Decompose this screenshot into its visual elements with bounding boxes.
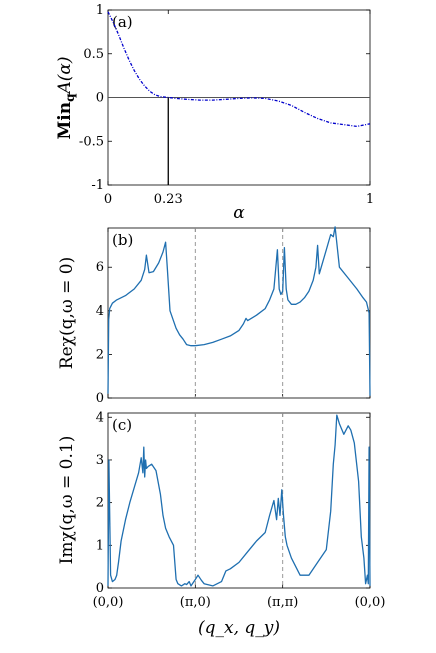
panel-a-xtick-label: 1 [366,192,374,207]
panel-a-xlabel: α [233,203,245,223]
panel-c-ylabel: Imχ(q,ω = 0.1) [57,436,77,565]
svg-text:MinqA(α): MinqA(α) [55,56,77,139]
panel-a-ylabel: MinqA(α) [55,56,77,139]
panel-a-series-line [107,11,371,128]
panel-a-xtick-label: 0 [104,192,112,207]
panel-a-xtick-label: 0.23 [154,192,183,207]
panel-c-label: (c) [112,416,132,434]
panel-c-xtick-label: (π,π) [267,595,298,610]
panel-b-label: (b) [112,231,133,249]
panel-b-ytick-label: 4 [96,304,104,319]
panel-b-ytick-label: 6 [96,260,104,275]
panel-b-frame [107,227,371,399]
panel-c-xtick-label: (0,0) [93,595,124,610]
panel-a-ylabel-sub: q [63,93,77,102]
panel-a-label: (a) [112,13,133,31]
panel-c-series-line [107,414,371,587]
panel-c-ytick-label: 4 [96,410,104,425]
panel-a-ytick-label: 0.5 [83,47,104,62]
panel-b-ylabel: Reχ(q,ω = 0) [57,257,77,369]
panel-a-ytick-label: 0 [96,91,104,106]
panel-b-ytick-label: 2 [96,347,104,362]
panel-b: (b) Reχ(q,ω = 0) [57,227,371,399]
panel-a-ylabel-tail: A(α) [55,56,75,95]
panel-b-ytick-label: 0 [96,391,104,406]
panel-c-ytick-label: 3 [96,453,104,468]
panel-c-ylabel-text: Imχ(q,ω = 0.1) [57,436,77,565]
panel-a-ytick-label: 1 [96,3,104,18]
panel-a: (a) MinqA(α) α [55,9,371,223]
panel-c-ytick-label: 2 [96,496,104,511]
panel-b-series-line [107,226,371,396]
panel-c-ytick-label: 1 [96,538,104,553]
panel-a-ytick-label: -0.5 [79,134,104,149]
panel-c-ytick-label: 0 [96,581,104,596]
panel-c-xlabel: (q_x, q_y) [198,618,280,638]
panel-c-xtick-label: (π,0) [180,595,211,610]
panel-a-ylabel-min: Min [55,102,75,140]
panel-a-ytick-label: -1 [91,178,104,193]
panel-c-xtick-label: (0,0) [355,595,386,610]
panel-b-ylabel-text: Reχ(q,ω = 0) [57,257,77,369]
